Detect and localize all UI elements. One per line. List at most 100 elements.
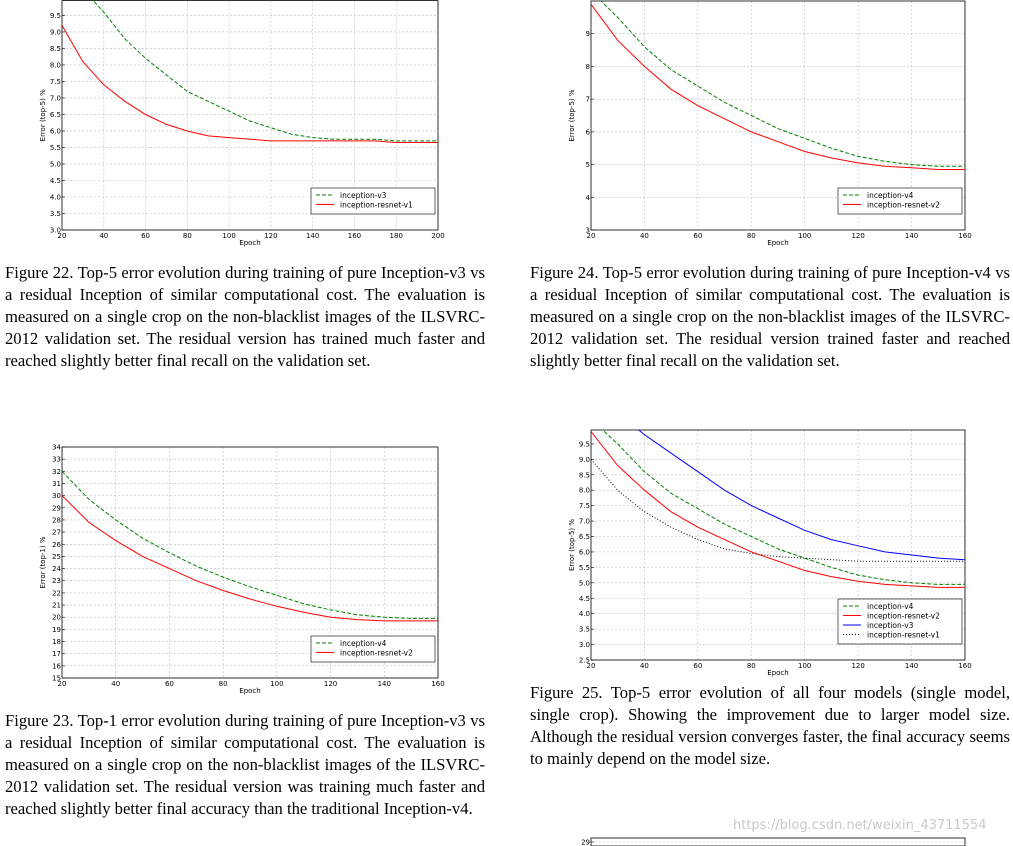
chart: 3 4 5 6 7 8 9 20 40 60 80 100 120 140 160 Epoch Error (t… bbox=[568, 0, 972, 247]
y-tick-label: 3.5 bbox=[579, 626, 590, 634]
y-tick-label: 3.0 bbox=[50, 227, 61, 235]
y-tick-label: 27 bbox=[52, 529, 61, 537]
plot-frame bbox=[61, 446, 439, 679]
x-tick-label: 60 bbox=[141, 232, 150, 240]
plot-frame bbox=[590, 837, 966, 846]
caption: Figure 23. Top-1 error evolution during … bbox=[5, 711, 485, 818]
series-line bbox=[591, 4, 965, 170]
y-tick-label: 9.0 bbox=[50, 28, 61, 36]
series-line bbox=[62, 495, 438, 622]
plot-frame bbox=[61, 0, 439, 231]
y-tick-label: 15 bbox=[52, 675, 61, 683]
legend-label: inception-resnet-v1 bbox=[867, 630, 940, 639]
y-tick-label: 29 bbox=[581, 839, 590, 846]
y-tick-label: 26 bbox=[52, 541, 61, 549]
legend-label: inception-v4 bbox=[867, 602, 914, 611]
x-tick-label: 20 bbox=[58, 680, 67, 688]
caption: Figure 22. Top-5 error evolution during … bbox=[5, 263, 485, 370]
y-axis-label: Error (top-5) % bbox=[39, 89, 47, 141]
x-tick-label: 140 bbox=[306, 232, 319, 240]
x-tick-label: 120 bbox=[851, 232, 864, 240]
y-tick-label: 16 bbox=[52, 662, 61, 670]
x-tick-label: 100 bbox=[798, 232, 811, 240]
x-tick-label: 60 bbox=[693, 662, 702, 670]
y-tick-label: 31 bbox=[52, 480, 61, 488]
series-line bbox=[601, 430, 965, 585]
x-tick-label: 80 bbox=[747, 232, 756, 240]
y-tick-label: 3 bbox=[586, 227, 590, 235]
y-tick-label: 5.0 bbox=[579, 579, 590, 587]
y-tick-label: 30 bbox=[52, 492, 61, 500]
x-tick-label: 20 bbox=[587, 232, 596, 240]
x-tick-label: 100 bbox=[222, 232, 235, 240]
y-axis-label: Error (top-5) % bbox=[568, 519, 576, 571]
y-tick-label: 4 bbox=[586, 194, 591, 202]
watermark: https://blog.csdn.net/weixin_43711554 bbox=[733, 818, 987, 833]
y-tick-label: 5 bbox=[586, 161, 590, 169]
x-tick-label: 160 bbox=[958, 662, 971, 670]
x-tick-label: 140 bbox=[905, 232, 918, 240]
plot-frame bbox=[590, 429, 966, 661]
y-axis-label: Error (top-5) % bbox=[568, 89, 576, 141]
y-axis-label: Error (top-1) % bbox=[39, 536, 47, 588]
series-line bbox=[62, 25, 438, 143]
y-tick-label: 7.0 bbox=[50, 94, 61, 102]
y-tick-label: 8.5 bbox=[50, 45, 61, 53]
y-tick-label: 6 bbox=[586, 128, 591, 136]
y-tick-label: 21 bbox=[52, 602, 61, 610]
y-tick-label: 24 bbox=[52, 565, 61, 573]
y-tick-label: 8.0 bbox=[50, 61, 61, 69]
caption: Figure 24. Top-5 error evolution during … bbox=[530, 263, 1010, 370]
x-tick-label: 120 bbox=[324, 680, 337, 688]
y-tick-label: 6.0 bbox=[579, 548, 590, 556]
series-line bbox=[591, 431, 965, 588]
x-tick-label: 100 bbox=[270, 680, 283, 688]
y-tick-label: 9.0 bbox=[579, 456, 590, 464]
x-axis-label: Epoch bbox=[767, 239, 788, 247]
series-line bbox=[92, 0, 438, 142]
x-tick-label: 40 bbox=[111, 680, 120, 688]
legend-label: inception-v4 bbox=[340, 639, 387, 648]
chart: 15 16 17 18 19 20 21 22 23 24 25 26 27 28 29 30 31 32 33 34… bbox=[39, 444, 445, 696]
y-tick-label: 17 bbox=[52, 650, 61, 658]
x-tick-label: 180 bbox=[390, 232, 403, 240]
legend-label: inception-resnet-v2 bbox=[867, 611, 940, 620]
y-tick-label: 4.5 bbox=[50, 177, 61, 185]
y-tick-label: 9 bbox=[586, 30, 590, 38]
y-tick-label: 7 bbox=[586, 96, 590, 104]
x-tick-label: 80 bbox=[219, 680, 228, 688]
x-tick-label: 120 bbox=[264, 232, 277, 240]
legend-label: inception-resnet-v2 bbox=[340, 648, 413, 657]
series-line bbox=[637, 430, 965, 561]
chart: 3.0 3.5 4.0 4.5 5.0 5.5 6.0 6.5 7.0 7.5 8.0 8.5 9.0 9… bbox=[39, 0, 445, 247]
series-line bbox=[600, 1, 965, 167]
x-tick-label: 80 bbox=[183, 232, 192, 240]
x-tick-label: 40 bbox=[99, 232, 108, 240]
y-tick-label: 19 bbox=[52, 626, 61, 634]
legend-label: inception-v3 bbox=[867, 621, 914, 630]
y-tick-label: 32 bbox=[52, 468, 61, 476]
y-tick-label: 8.5 bbox=[579, 471, 590, 479]
y-tick-label: 6.5 bbox=[579, 533, 590, 541]
y-tick-label: 9.5 bbox=[50, 12, 61, 20]
legend-label: inception-v3 bbox=[340, 191, 387, 200]
y-tick-label: 8.0 bbox=[579, 487, 590, 495]
y-tick-label: 4.5 bbox=[579, 595, 590, 603]
y-tick-label: 7.0 bbox=[579, 518, 590, 526]
x-tick-label: 40 bbox=[640, 662, 649, 670]
y-tick-label: 29 bbox=[52, 504, 61, 512]
x-tick-label: 140 bbox=[905, 662, 918, 670]
y-tick-label: 7.5 bbox=[579, 502, 590, 510]
x-tick-label: 160 bbox=[958, 232, 971, 240]
legend-box bbox=[310, 635, 436, 663]
y-tick-label: 22 bbox=[52, 589, 61, 597]
x-tick-label: 200 bbox=[431, 232, 444, 240]
x-tick-label: 160 bbox=[431, 680, 444, 688]
legend-box bbox=[837, 187, 963, 215]
y-tick-label: 3.0 bbox=[579, 641, 590, 649]
x-tick-label: 160 bbox=[348, 232, 361, 240]
y-tick-label: 25 bbox=[52, 553, 61, 561]
y-tick-label: 6.5 bbox=[50, 111, 61, 119]
y-tick-label: 34 bbox=[52, 444, 61, 452]
